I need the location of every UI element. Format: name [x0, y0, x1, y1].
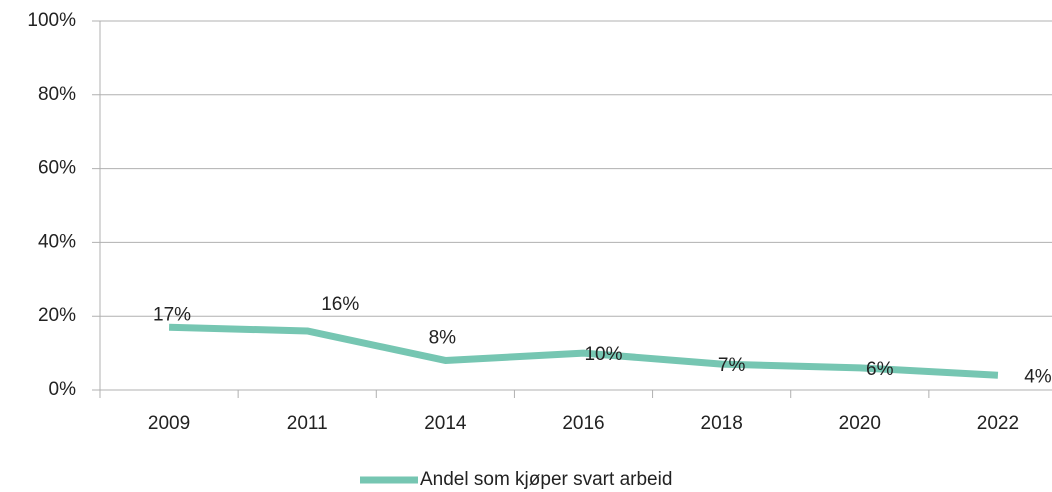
data-label: 6%	[866, 359, 894, 380]
y-tick-label: 100%	[27, 10, 76, 31]
x-tick-label: 2020	[839, 413, 881, 434]
data-label: 17%	[153, 304, 191, 325]
x-tick-label: 2014	[424, 413, 467, 434]
data-label: 10%	[584, 344, 622, 365]
y-tick-label: 20%	[38, 305, 76, 326]
x-tick-label: 2022	[977, 413, 1019, 434]
y-tick-label: 60%	[38, 158, 76, 179]
y-tick-label: 80%	[38, 84, 76, 105]
x-tick-label: 2011	[287, 413, 328, 434]
data-label: 8%	[429, 327, 457, 348]
x-tick-label: 2009	[148, 413, 190, 434]
series-line	[168, 323, 999, 379]
data-label: 7%	[718, 355, 746, 376]
data-label: 16%	[321, 294, 359, 315]
legend-label: Andel som kjøper svart arbeid	[420, 469, 672, 490]
x-tick-label: 2016	[562, 413, 604, 434]
x-tick-label: 2018	[701, 413, 743, 434]
data-label: 4%	[1024, 366, 1052, 387]
y-tick-label: 0%	[49, 379, 77, 400]
y-tick-label: 40%	[38, 231, 76, 252]
